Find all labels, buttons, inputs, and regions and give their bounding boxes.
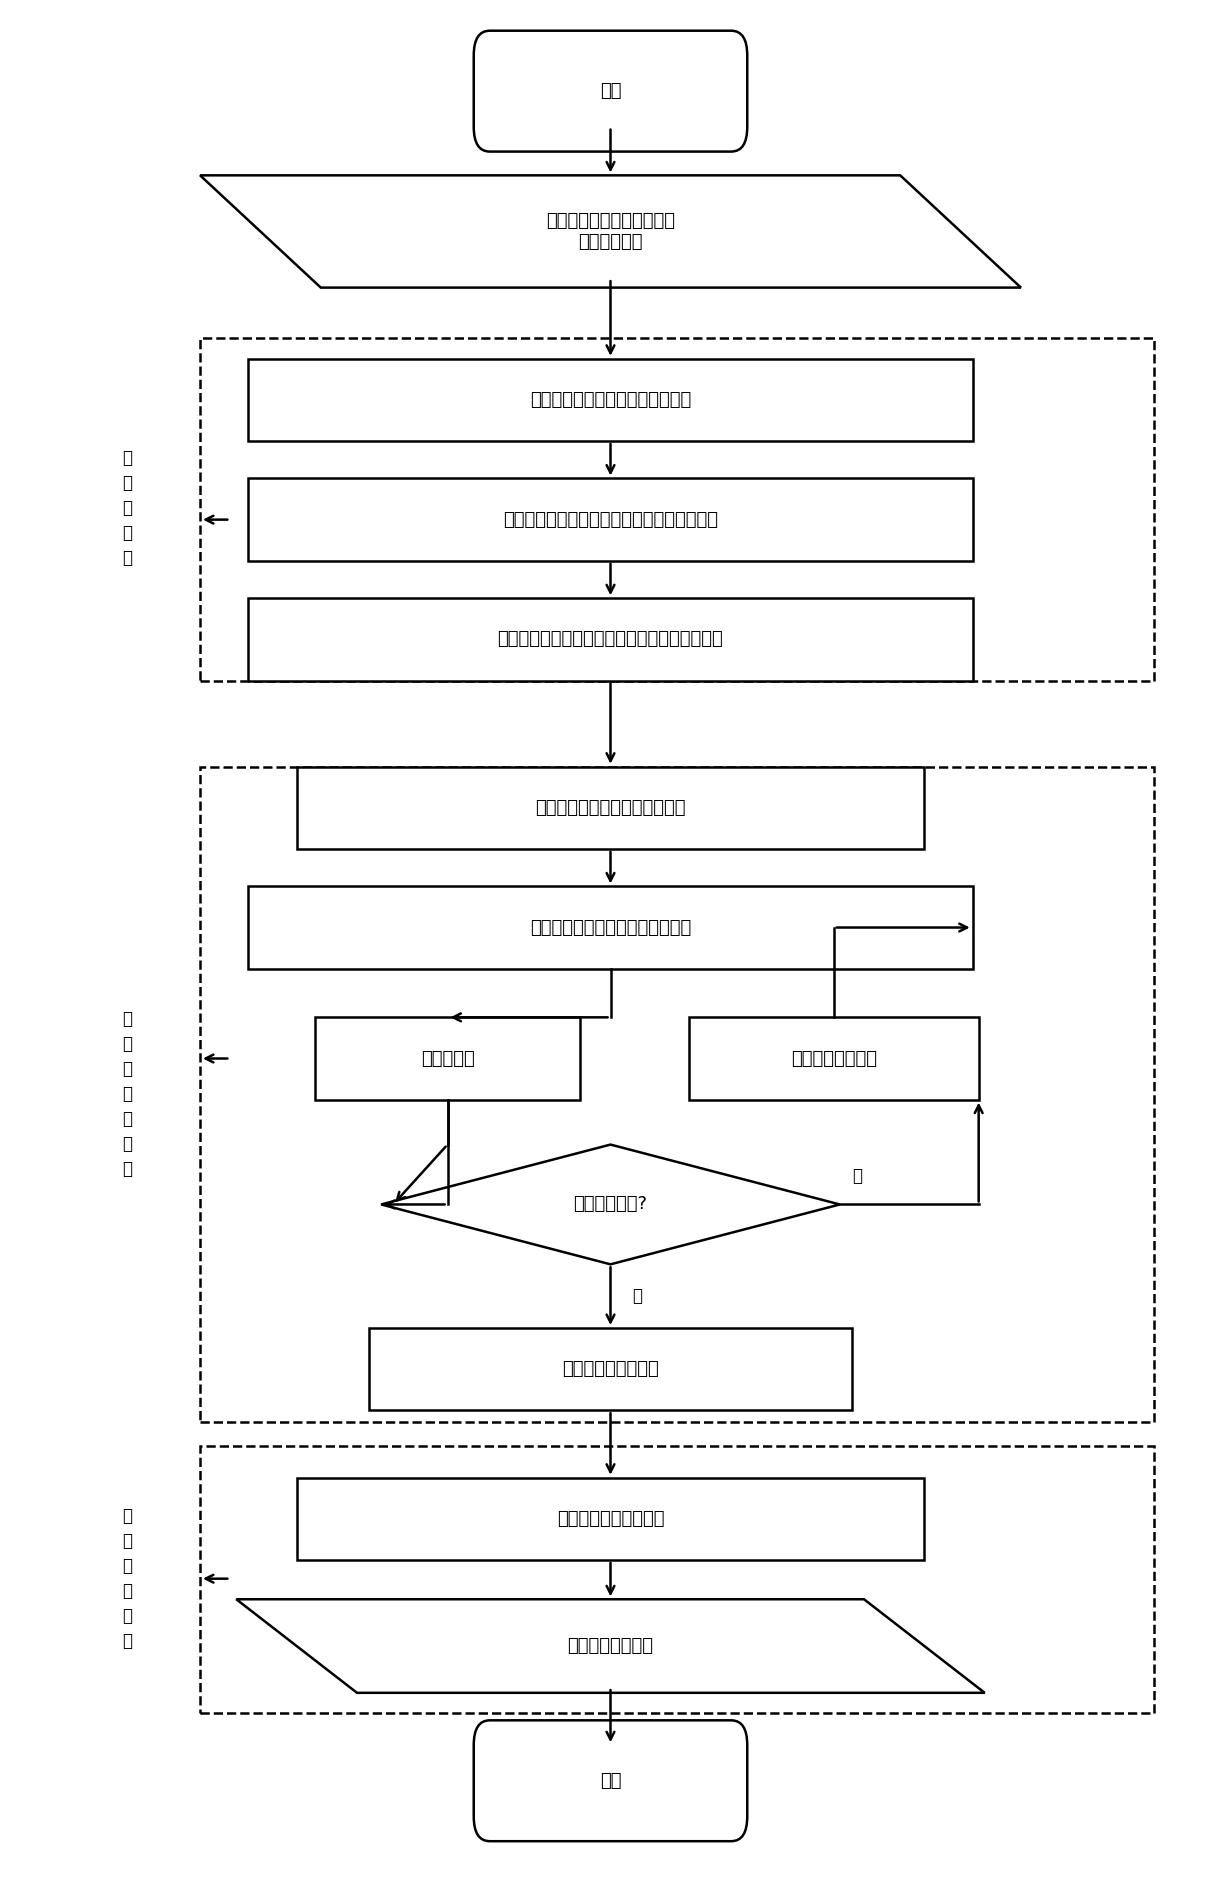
Bar xyxy=(200,1446,1154,1713)
Text: 变换后的点云数据: 变换后的点云数据 xyxy=(568,1636,653,1655)
Text: 测量标定物表面的标识点空间坐标: 测量标定物表面的标识点空间坐标 xyxy=(530,390,691,409)
Text: 输出所有相机外参数: 输出所有相机外参数 xyxy=(562,1361,659,1378)
Text: 输出点云局部坐标系与相机坐标系间的变换参数: 输出点云局部坐标系与相机坐标系间的变换参数 xyxy=(498,630,723,648)
Polygon shape xyxy=(200,175,1021,288)
Text: 光束法平差: 光束法平差 xyxy=(421,1050,475,1067)
Bar xyxy=(248,598,973,680)
Bar xyxy=(248,479,973,562)
Text: 相
机
外
参
数
估
计: 相 机 外 参 数 估 计 xyxy=(122,1010,133,1178)
Bar xyxy=(200,767,1154,1421)
Polygon shape xyxy=(237,1598,984,1693)
Bar xyxy=(369,1327,852,1410)
Text: 建立标识点空间坐标与图像中心坐标对应关系: 建立标识点空间坐标与图像中心坐标对应关系 xyxy=(503,511,718,528)
Polygon shape xyxy=(381,1144,840,1265)
Text: 移动式测量方式采集点云数
据及序列图像: 移动式测量方式采集点云数 据及序列图像 xyxy=(546,213,675,251)
Text: 计算点云初始配准参数: 计算点云初始配准参数 xyxy=(557,1510,664,1529)
Text: 否: 否 xyxy=(852,1167,862,1186)
Bar xyxy=(297,1478,924,1561)
Text: 是: 是 xyxy=(632,1287,642,1304)
Bar xyxy=(315,1018,580,1099)
Bar xyxy=(297,767,924,848)
Bar xyxy=(248,358,973,441)
Text: 图像处理完成?: 图像处理完成? xyxy=(574,1195,647,1214)
Text: 坐
标
系
标
定: 坐 标 系 标 定 xyxy=(122,449,133,567)
Text: 点
云
初
始
配
准: 点 云 初 始 配 准 xyxy=(122,1508,133,1649)
FancyBboxPatch shape xyxy=(474,1721,747,1842)
Text: 加入一幅新的图像: 加入一幅新的图像 xyxy=(791,1050,877,1067)
Text: 计算摄相机外参数及三维结构信息: 计算摄相机外参数及三维结构信息 xyxy=(530,918,691,937)
Text: 选取相邻两幅图像作为初始图像: 选取相邻两幅图像作为初始图像 xyxy=(535,799,686,816)
Text: 结束: 结束 xyxy=(600,1772,621,1789)
Bar xyxy=(248,886,973,969)
Bar xyxy=(689,1018,979,1099)
Bar xyxy=(200,337,1154,680)
Text: 开始: 开始 xyxy=(600,83,621,100)
FancyBboxPatch shape xyxy=(474,30,747,151)
